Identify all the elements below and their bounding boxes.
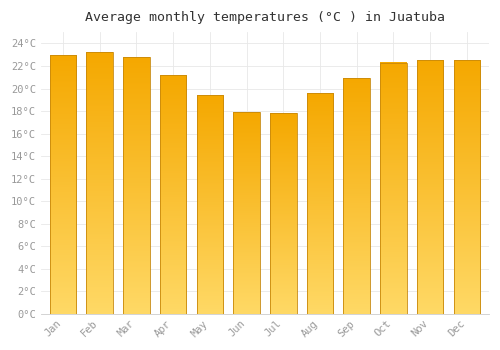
Bar [123,57,150,314]
Title: Average monthly temperatures (°C ) in Juatuba: Average monthly temperatures (°C ) in Ju… [85,11,445,24]
Bar [417,60,444,314]
Bar [234,112,260,314]
Bar [380,63,406,314]
Bar [86,52,113,314]
Bar [307,93,333,314]
Bar [50,55,76,314]
Bar [454,60,480,314]
Bar [344,78,370,314]
Bar [160,75,186,314]
Bar [196,95,223,314]
Bar [270,113,296,314]
